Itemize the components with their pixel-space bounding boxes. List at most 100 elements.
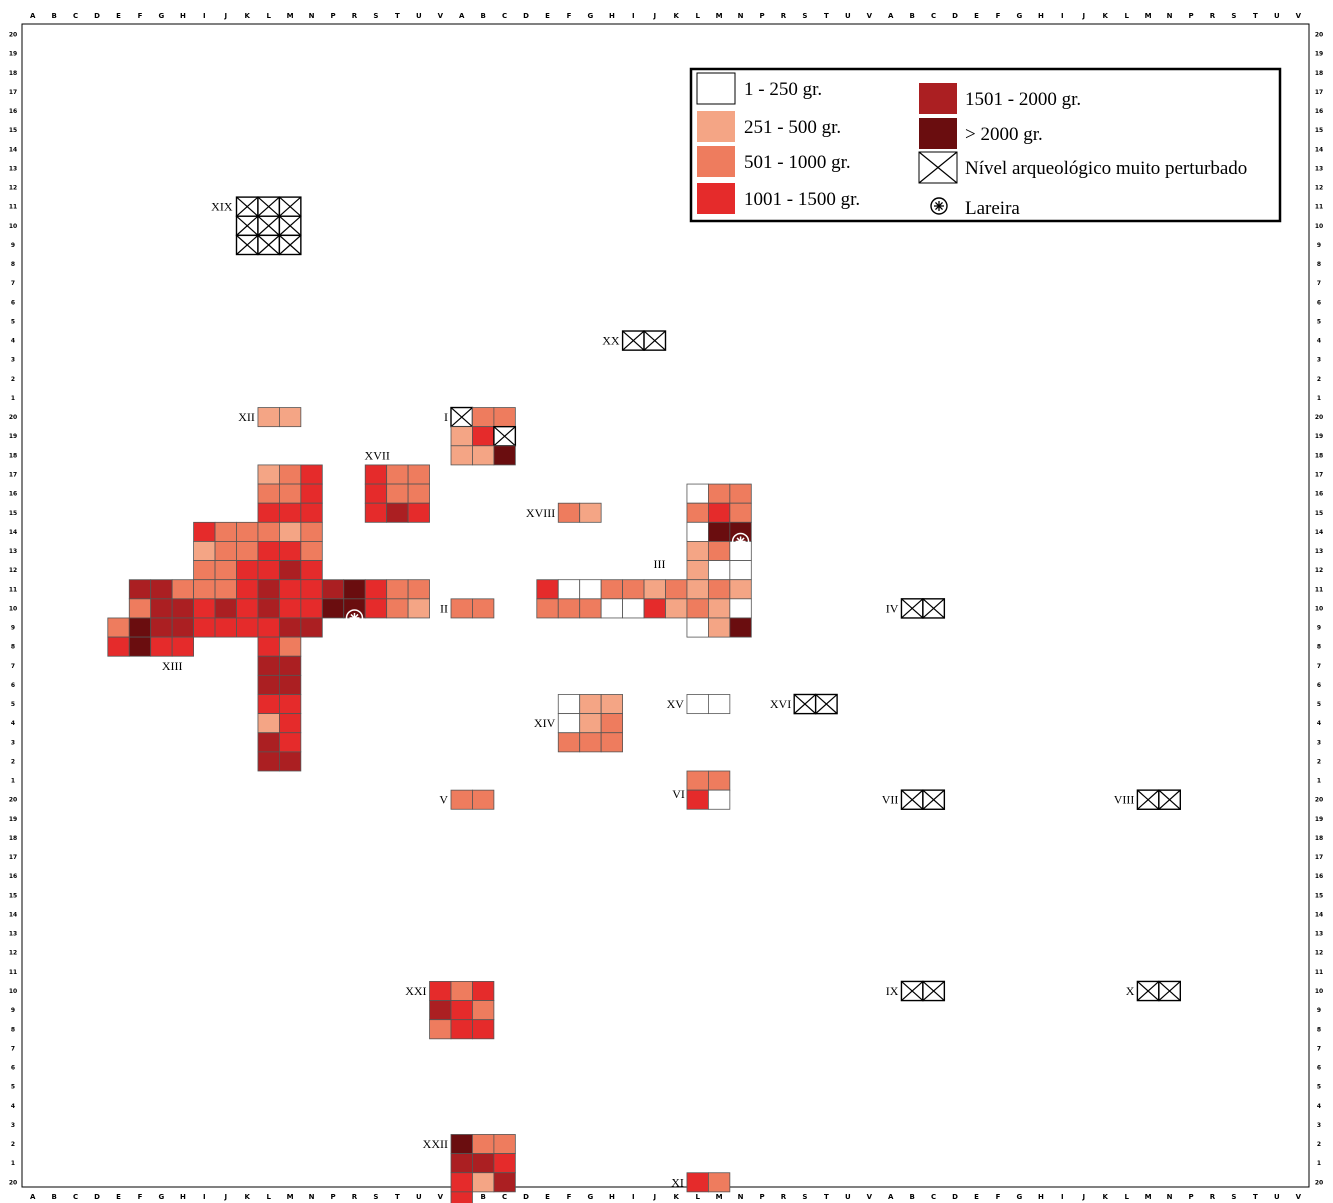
- excavation-unit: [150, 598, 173, 619]
- row-label: 10: [1315, 223, 1323, 230]
- column-label: P: [330, 12, 335, 20]
- row-label: 6: [11, 1065, 15, 1072]
- row-label: 17: [9, 854, 17, 861]
- row-label: 12: [9, 567, 17, 574]
- column-label: S: [373, 12, 378, 20]
- excavation-unit: [278, 713, 302, 734]
- column-label: K: [245, 12, 251, 20]
- excavation-unit: [300, 541, 323, 561]
- excavation-unit: [708, 789, 731, 810]
- legend: 1 - 250 gr. 251 - 500 gr. 501 - 1000 gr. 10…: [689, 67, 1282, 223]
- excavation-unit: [257, 598, 280, 619]
- column-label: D: [94, 12, 100, 20]
- excavation-unit: [214, 579, 237, 600]
- row-label: 10: [1315, 988, 1323, 995]
- column-label: R: [352, 1193, 358, 1201]
- excavation-unit: [193, 617, 216, 638]
- excavation-unit: [257, 636, 280, 657]
- excavation-unit: [729, 617, 752, 638]
- row-label: 13: [1315, 548, 1323, 555]
- excavation-unit: [193, 579, 216, 600]
- column-label: D: [952, 1193, 958, 1201]
- column-label: J: [223, 1193, 227, 1201]
- row-label: 19: [1315, 816, 1323, 823]
- column-label: P: [759, 1193, 764, 1201]
- excavation-unit: [450, 1019, 473, 1040]
- area-label: I: [444, 410, 448, 424]
- excavation-unit: [686, 1172, 709, 1193]
- row-label: 10: [9, 988, 17, 995]
- excavation-area: [793, 693, 838, 715]
- row-label: 5: [11, 701, 15, 708]
- row-label: 9: [1317, 1007, 1321, 1014]
- row-label: 10: [9, 223, 17, 230]
- column-label: R: [781, 1193, 787, 1201]
- column-label: J: [652, 1193, 656, 1201]
- excavation-unit: [686, 579, 709, 600]
- column-label: C: [73, 1193, 78, 1201]
- row-label: 20: [1315, 414, 1323, 421]
- legend-label: 1501 - 2000 gr.: [965, 89, 1081, 110]
- column-label: E: [116, 12, 121, 20]
- excavation-area: [450, 789, 495, 810]
- excavation-unit: [236, 541, 259, 561]
- excavation-unit: [579, 694, 602, 715]
- row-label: 20: [1315, 797, 1323, 804]
- excavation-unit: [171, 579, 194, 600]
- row-label: 18: [9, 452, 17, 459]
- column-label: G: [1017, 12, 1023, 20]
- column-label: R: [1210, 12, 1216, 20]
- excavation-unit: [300, 483, 323, 504]
- excavation-unit: [257, 694, 280, 715]
- column-label: M: [1145, 12, 1152, 20]
- row-label: 7: [1317, 663, 1321, 670]
- area-label: XXI: [405, 984, 426, 998]
- column-label: N: [738, 12, 744, 20]
- column-label: J: [1081, 12, 1085, 20]
- row-label: 16: [1315, 491, 1323, 498]
- excavation-area: [900, 598, 946, 619]
- excavation-unit: [665, 579, 688, 600]
- area-label: XVI: [770, 697, 791, 711]
- excavation-unit: [278, 521, 302, 542]
- column-label: I: [203, 1193, 206, 1201]
- excavation-unit: [278, 636, 302, 657]
- excavation-unit: [364, 579, 388, 600]
- row-label: 1: [1317, 395, 1321, 402]
- column-label: A: [30, 1193, 36, 1201]
- hearth-ring: [345, 609, 364, 627]
- excavation-unit: [257, 732, 280, 753]
- legend-label: Lareira: [965, 198, 1020, 219]
- excavation-unit: [257, 541, 280, 561]
- excavation-unit: [686, 598, 709, 619]
- column-label: L: [1124, 12, 1129, 20]
- excavation-unit: [386, 598, 409, 619]
- excavation-unit: [472, 598, 495, 619]
- excavation-unit: [214, 598, 237, 619]
- excavation-unit: [493, 1153, 516, 1174]
- excavation-unit: [708, 541, 731, 561]
- excavation-units: [107, 196, 1181, 1203]
- excavation-unit: [579, 502, 602, 523]
- excavation-unit: [150, 617, 173, 638]
- excavation-unit: [257, 502, 280, 523]
- row-label: 11: [1315, 204, 1323, 211]
- column-label: D: [523, 1193, 529, 1201]
- row-label: 14: [1315, 146, 1323, 153]
- excavation-unit: [257, 713, 280, 734]
- excavation-unit: [729, 560, 752, 581]
- row-label: 14: [9, 146, 17, 153]
- column-label: S: [802, 12, 807, 20]
- grid-axes: AABBCCDDEEFFGGHHIIJJKKLLMMNNPPRRSSTTUUVV…: [9, 12, 1323, 1201]
- row-label: 12: [9, 950, 17, 957]
- row-label: 1: [11, 1160, 15, 1167]
- legend-label: Nível arqueológico muito perturbado: [965, 158, 1247, 179]
- column-label: L: [266, 1193, 271, 1201]
- excavation-unit: [472, 1019, 495, 1040]
- excavation-unit: [257, 655, 280, 676]
- excavation-unit: [257, 407, 280, 428]
- column-label: C: [931, 12, 936, 20]
- row-label: 4: [1317, 1103, 1321, 1110]
- excavation-unit: [643, 579, 666, 600]
